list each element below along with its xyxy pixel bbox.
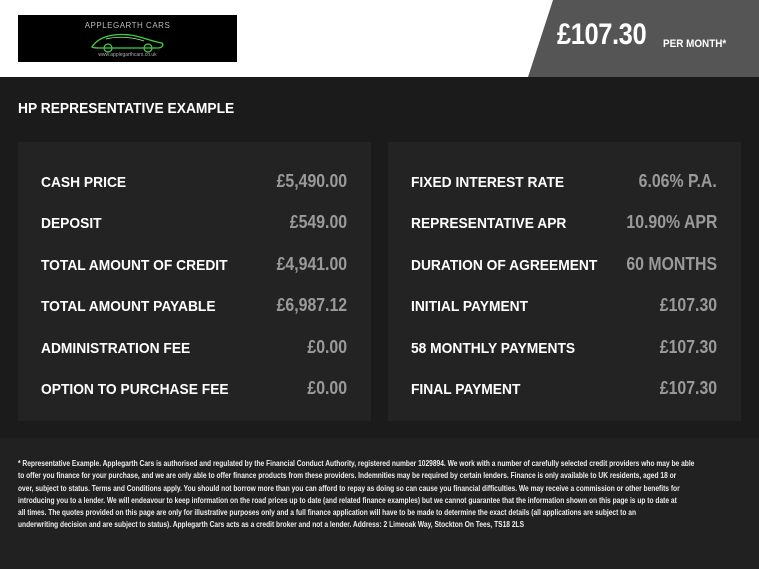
row-value: £5,490.00 bbox=[276, 171, 347, 191]
per-month-label: PER MONTH* bbox=[663, 38, 727, 50]
row-value: £107.30 bbox=[659, 295, 717, 315]
row-cash-price: CASH PRICE £5,490.00 bbox=[41, 171, 347, 194]
row-label: CASH PRICE bbox=[41, 174, 127, 191]
row-monthly-payments: 58 MONTHLY PAYMENTS £107.30 bbox=[411, 337, 717, 360]
row-label: FINAL PAYMENT bbox=[411, 381, 521, 398]
disclaimer-line: * Representative Example. Applegarth Car… bbox=[18, 459, 695, 468]
row-value: £4,941.00 bbox=[276, 254, 347, 274]
row-label: TOTAL AMOUNT OF CREDIT bbox=[41, 257, 228, 274]
footer bbox=[0, 438, 759, 569]
left-finance-panel: CASH PRICE £5,490.00 DEPOSIT £549.00 TOTAL… bbox=[18, 142, 371, 421]
row-value: £0.00 bbox=[307, 378, 347, 398]
row-value: £0.00 bbox=[307, 337, 347, 357]
row-label: OPTION TO PURCHASE FEE bbox=[41, 381, 229, 398]
row-value: 6.06% P.A. bbox=[638, 171, 717, 191]
car-logo-icon bbox=[91, 33, 164, 53]
row-label: REPRESENTATIVE APR bbox=[411, 215, 567, 232]
row-label: DURATION OF AGREEMENT bbox=[411, 257, 598, 274]
row-option-fee: OPTION TO PURCHASE FEE £0.00 bbox=[41, 378, 347, 401]
row-label: TOTAL AMOUNT PAYABLE bbox=[41, 298, 216, 315]
row-value: 10.90% APR bbox=[626, 212, 717, 232]
row-initial-payment: INITIAL PAYMENT £107.30 bbox=[411, 295, 717, 318]
logo-title: APPLEGARTH CARS bbox=[84, 21, 171, 30]
row-total-payable: TOTAL AMOUNT PAYABLE £6,987.12 bbox=[41, 295, 347, 318]
row-value: £107.30 bbox=[659, 337, 717, 357]
monthly-price: £107.30 bbox=[557, 18, 647, 51]
row-value: £6,987.12 bbox=[276, 295, 347, 315]
right-finance-panel: FIXED INTEREST RATE 6.06% P.A. REPRESENTA… bbox=[388, 142, 741, 421]
header: APPLEGARTH CARS www.applegarthcars.co.uk… bbox=[0, 0, 759, 77]
row-admin-fee: ADMINISTRATION FEE £0.00 bbox=[41, 337, 347, 360]
row-total-credit: TOTAL AMOUNT OF CREDIT £4,941.00 bbox=[41, 254, 347, 277]
row-interest-rate: FIXED INTEREST RATE 6.06% P.A. bbox=[411, 171, 717, 194]
row-label: DEPOSIT bbox=[41, 215, 102, 232]
row-value: £107.30 bbox=[659, 378, 717, 398]
row-label: INITIAL PAYMENT bbox=[411, 298, 529, 315]
row-value: £549.00 bbox=[289, 212, 347, 232]
row-label: FIXED INTEREST RATE bbox=[411, 174, 565, 191]
disclaimer-line: underwriting decision and are subject to… bbox=[18, 520, 525, 530]
disclaimer-line: introducing you to a lender. We will end… bbox=[18, 495, 677, 505]
row-value: 60 MONTHS bbox=[626, 254, 717, 274]
row-final-payment: FINAL PAYMENT £107.30 bbox=[411, 378, 717, 401]
disclaimer: * Representative Example. Applegarth Car… bbox=[18, 458, 759, 532]
disclaimer-line: to offer you finance for your purchase, … bbox=[18, 471, 677, 481]
disclaimer-line: all times. The quotes provided on this p… bbox=[18, 508, 637, 518]
logo-url: www.applegarthcars.co.uk bbox=[98, 52, 157, 58]
disclaimer-line: over, subject to status. Terms and Condi… bbox=[18, 483, 680, 493]
logo[interactable]: APPLEGARTH CARS www.applegarthcars.co.uk bbox=[18, 15, 237, 62]
price-banner bbox=[528, 0, 759, 77]
row-deposit: DEPOSIT £549.00 bbox=[41, 212, 347, 235]
page-title: HP REPRESENTATIVE EXAMPLE bbox=[18, 100, 235, 117]
row-label: ADMINISTRATION FEE bbox=[41, 340, 191, 357]
row-duration: DURATION OF AGREEMENT 60 MONTHS bbox=[411, 254, 717, 277]
row-apr: REPRESENTATIVE APR 10.90% APR bbox=[411, 212, 717, 235]
row-label: 58 MONTHLY PAYMENTS bbox=[411, 340, 576, 357]
